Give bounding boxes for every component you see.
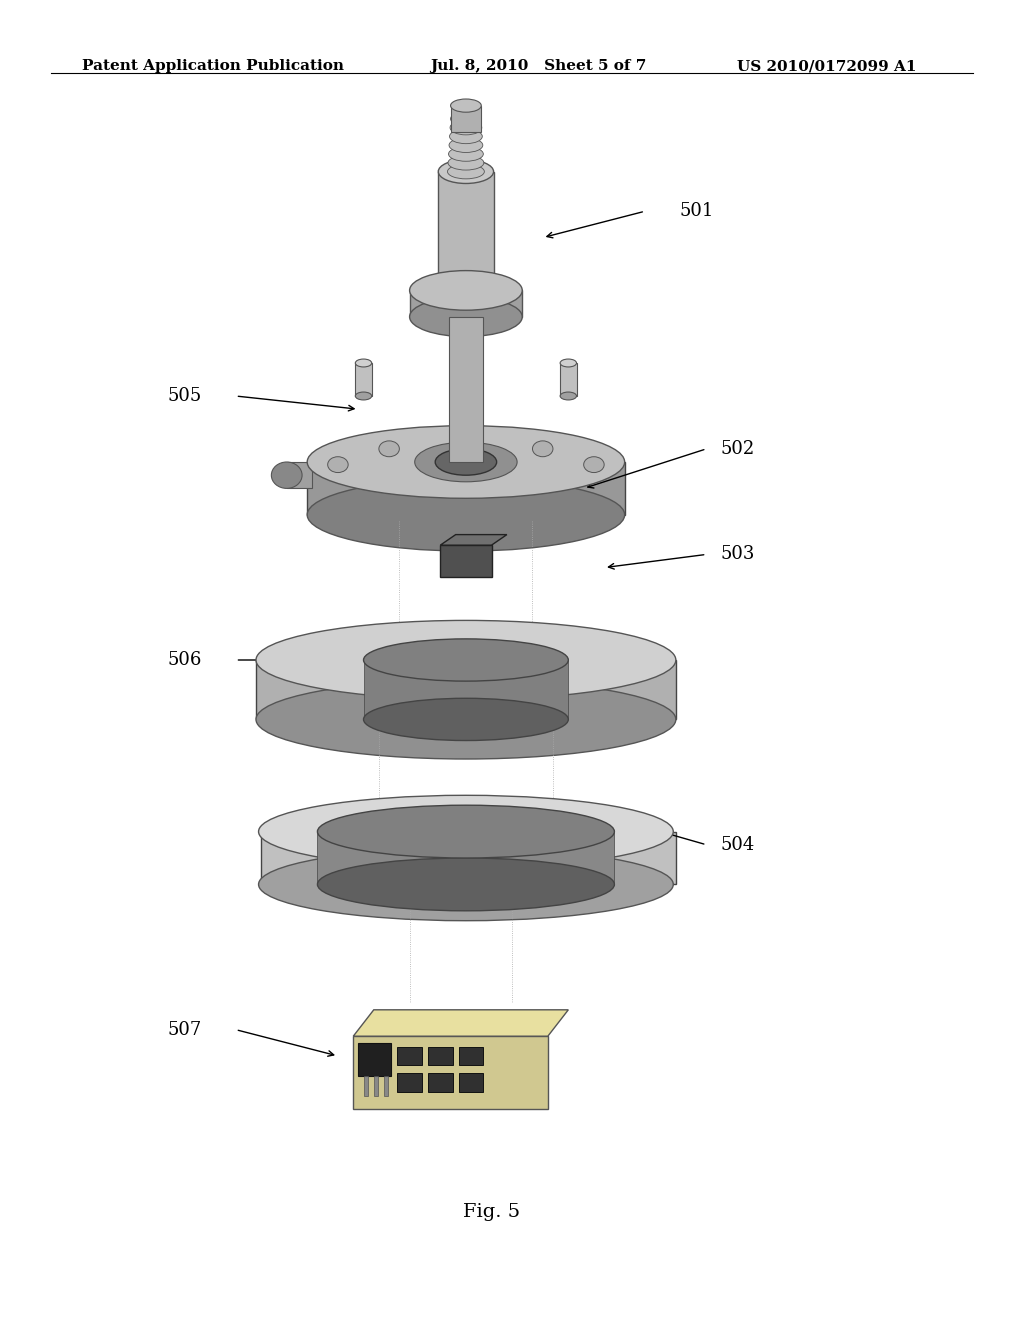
Ellipse shape [450,129,482,144]
Polygon shape [358,1043,391,1076]
Text: 504: 504 [720,836,755,854]
Polygon shape [410,290,522,317]
Polygon shape [364,660,568,719]
Text: Fig. 5: Fig. 5 [463,1203,520,1221]
Ellipse shape [560,392,577,400]
Ellipse shape [532,441,553,457]
Polygon shape [307,462,625,515]
Ellipse shape [271,462,302,488]
Polygon shape [287,462,312,488]
Ellipse shape [317,858,614,911]
Polygon shape [459,1047,483,1065]
Text: 507: 507 [167,1020,202,1039]
Polygon shape [261,832,676,884]
Polygon shape [438,172,494,297]
Ellipse shape [449,156,484,170]
Polygon shape [440,545,492,577]
Polygon shape [256,660,676,719]
Text: 502: 502 [720,440,755,458]
Ellipse shape [328,457,348,473]
Polygon shape [451,106,481,132]
Ellipse shape [379,441,399,457]
Ellipse shape [317,805,614,858]
Ellipse shape [584,457,604,473]
Text: 501: 501 [679,202,714,220]
Ellipse shape [410,297,522,337]
Text: 506: 506 [167,651,202,669]
Polygon shape [428,1073,453,1092]
Text: 503: 503 [720,545,755,564]
Ellipse shape [451,120,482,135]
Ellipse shape [307,425,625,498]
Polygon shape [449,317,483,462]
Ellipse shape [415,442,517,482]
Polygon shape [353,1010,568,1036]
Polygon shape [317,832,614,884]
Ellipse shape [451,99,481,112]
Text: Patent Application Publication: Patent Application Publication [82,59,344,74]
Polygon shape [364,1076,368,1096]
Ellipse shape [258,847,674,921]
Ellipse shape [435,449,497,475]
Polygon shape [560,363,577,396]
Ellipse shape [307,479,625,552]
Text: US 2010/0172099 A1: US 2010/0172099 A1 [737,59,916,74]
Ellipse shape [258,795,674,869]
Polygon shape [353,1036,548,1109]
Polygon shape [355,363,372,396]
Polygon shape [397,1047,422,1065]
Ellipse shape [364,698,568,741]
Ellipse shape [449,139,483,153]
Ellipse shape [451,112,481,125]
Ellipse shape [355,392,372,400]
Polygon shape [397,1073,422,1092]
Ellipse shape [256,620,676,700]
Polygon shape [384,1076,388,1096]
Ellipse shape [364,639,568,681]
Polygon shape [428,1047,453,1065]
Text: 505: 505 [167,387,202,405]
Ellipse shape [447,164,484,178]
Polygon shape [459,1073,483,1092]
Ellipse shape [438,285,494,309]
Ellipse shape [560,359,577,367]
Ellipse shape [410,271,522,310]
Polygon shape [440,535,507,545]
Text: Jul. 8, 2010   Sheet 5 of 7: Jul. 8, 2010 Sheet 5 of 7 [430,59,646,74]
Polygon shape [374,1076,378,1096]
Ellipse shape [256,680,676,759]
Ellipse shape [449,147,483,161]
Ellipse shape [438,160,494,183]
Ellipse shape [355,359,372,367]
